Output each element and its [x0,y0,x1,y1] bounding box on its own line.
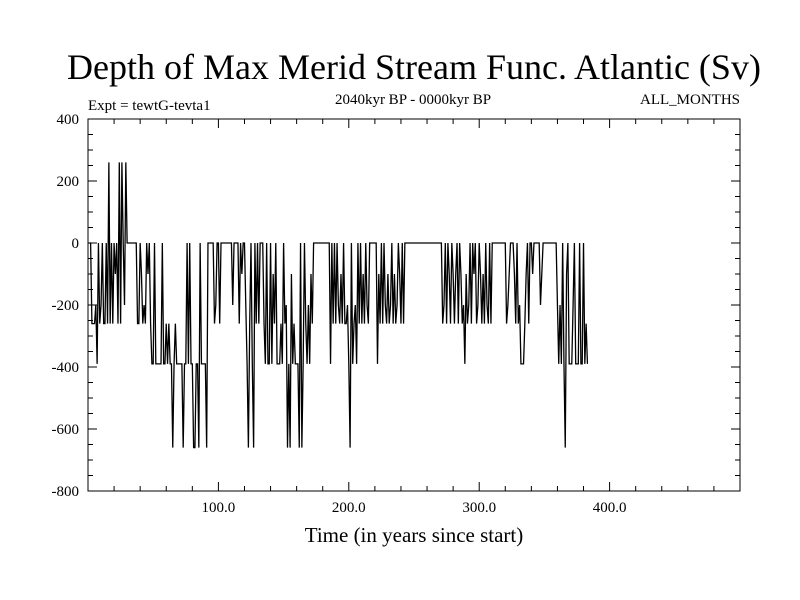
y-tick-label: 0 [72,236,80,252]
y-tick-label: 400 [57,112,80,128]
months-label: ALL_MONTHS [640,92,740,108]
series-line [89,162,589,449]
x-tick-label: 300.0 [462,500,496,516]
experiment-label: Expt = tewtG-tevta1 [88,98,211,114]
plot-area [87,118,741,492]
x-axis: 100.0 200.0 300.0 400.0 [113,119,715,516]
y-tick-label: -800 [52,484,80,500]
x-tick-label: 200.0 [332,500,366,516]
y-tick-label: -400 [52,360,80,376]
chart-title: Depth of Max Merid Stream Func. Atlantic… [67,47,761,87]
x-axis-label: Time (in years since start) [305,523,524,547]
x-tick-label: 100.0 [202,500,236,516]
y-tick-label: -600 [52,422,80,438]
y-axis: 400 200 0 -200 -400 -600 -800 [52,112,740,500]
y-tick-label: -200 [52,298,80,314]
y-tick-label: 200 [57,174,80,190]
x-tick-label: 400.0 [593,500,627,516]
time-range-label: 2040kyr BP - 0000kyr BP [335,92,491,108]
